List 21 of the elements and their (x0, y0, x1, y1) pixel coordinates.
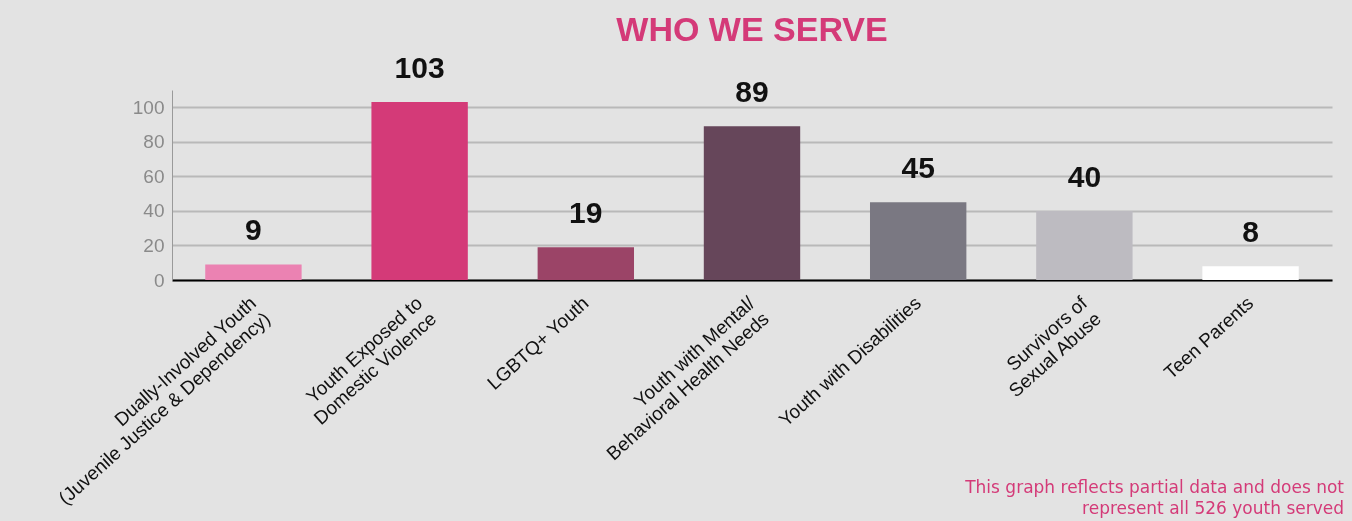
data-label: 45 (901, 151, 935, 185)
y-tick-label: 40 (143, 200, 165, 222)
data-label: 8 (1242, 215, 1259, 249)
y-tick-label: 20 (143, 234, 165, 256)
y-tick-label: 80 (143, 131, 165, 153)
data-label: 40 (1067, 159, 1102, 193)
y-tick-label: 60 (143, 165, 165, 187)
data-label: 89 (735, 75, 769, 109)
bar (1202, 266, 1299, 280)
y-tick-label: 0 (153, 269, 165, 291)
bar (371, 102, 468, 280)
bar (205, 264, 302, 280)
data-label: 19 (569, 196, 603, 230)
chart-title: WHO WE SERVE (616, 10, 888, 49)
data-label: 9 (245, 213, 262, 247)
bar (869, 202, 967, 280)
y-tick-label: 100 (132, 96, 165, 118)
data-label: 103 (394, 51, 445, 85)
bar (537, 247, 635, 280)
text: This graph reflects partial data and does not represent all 526 youth served (964, 477, 1344, 519)
bar (703, 126, 801, 280)
